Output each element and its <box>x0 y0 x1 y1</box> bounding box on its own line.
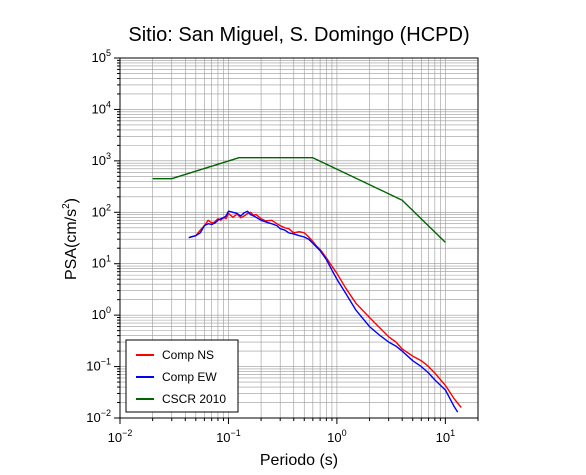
y-tick-label: 105 <box>92 48 111 65</box>
series-line-1 <box>189 211 462 408</box>
legend-label: Comp NS <box>162 348 214 362</box>
y-tick-label: 101 <box>92 254 111 271</box>
grid-lines <box>120 58 478 418</box>
x-tick-label: 10−2 <box>108 428 133 445</box>
x-tick-label: 10−1 <box>216 428 241 445</box>
y-axis-label-end: ) <box>63 198 80 203</box>
plot-frame <box>119 57 479 419</box>
y-tick-label: 10−2 <box>86 408 111 425</box>
y-tick-label: 10−1 <box>86 357 111 374</box>
x-tick-label: 100 <box>327 428 346 445</box>
axis-ticks: 10−2 10−1 100 101 10−2 10−1 100 101 102 103 104 105 <box>86 48 479 445</box>
legend-label: Comp EW <box>162 370 217 384</box>
y-tick-label: 104 <box>92 99 111 116</box>
data-series <box>152 156 462 413</box>
y-tick-label: 102 <box>92 202 111 219</box>
y-axis-label-superscript: 2 <box>61 203 72 209</box>
y-tick-label: 100 <box>92 305 111 322</box>
x-axis-label: Periodo (s) <box>260 452 338 469</box>
series-line-2 <box>188 210 459 413</box>
chart-title: Sitio: San Miguel, S. Domingo (HCPD) <box>128 24 469 46</box>
y-axis-label: PSA(cm/s2) <box>61 198 80 280</box>
y-axis-label-main: PSA(cm/s <box>63 209 80 280</box>
legend-label: CSCR 2010 <box>162 392 226 406</box>
legend: Comp NS Comp EW CSCR 2010 <box>125 339 239 413</box>
y-tick-label: 103 <box>92 151 111 168</box>
x-tick-label: 101 <box>436 428 455 445</box>
series-line-3 <box>152 156 446 243</box>
